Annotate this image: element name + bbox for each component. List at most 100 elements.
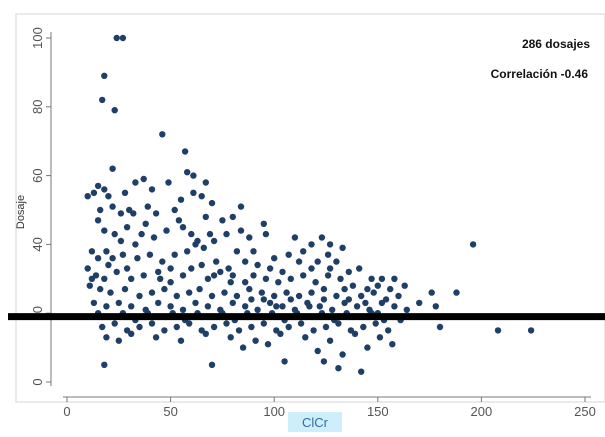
data-point — [94, 217, 102, 224]
data-point — [382, 296, 390, 303]
data-point — [167, 265, 174, 272]
data-point — [335, 365, 342, 372]
data-point — [335, 320, 342, 327]
data-point — [103, 334, 110, 341]
data-point — [107, 289, 114, 296]
data-point — [229, 272, 236, 279]
data-point — [320, 296, 328, 303]
data-point — [101, 361, 108, 368]
data-point — [175, 217, 183, 224]
x-tick-label: 250 — [574, 404, 596, 419]
data-point — [428, 289, 435, 296]
data-point — [227, 334, 234, 341]
data-point — [128, 330, 135, 337]
data-point — [136, 292, 143, 300]
data-point — [200, 244, 207, 251]
data-point — [202, 179, 209, 186]
data-point — [109, 165, 116, 172]
data-point — [254, 261, 261, 269]
data-point — [339, 244, 346, 251]
data-point — [260, 296, 267, 303]
data-point — [90, 189, 98, 196]
data-point — [163, 227, 170, 234]
data-point — [326, 265, 334, 272]
data-point — [181, 148, 189, 155]
data-point — [159, 131, 166, 138]
data-point — [387, 285, 394, 293]
data-point — [378, 275, 386, 282]
data-point — [277, 330, 284, 337]
data-point — [111, 107, 118, 114]
data-point — [225, 265, 232, 272]
data-point — [140, 272, 147, 279]
data-point — [101, 227, 108, 234]
data-point — [142, 220, 149, 227]
data-point — [202, 213, 209, 221]
data-point — [177, 337, 185, 344]
data-point — [88, 275, 96, 282]
data-point — [90, 299, 98, 307]
data-point — [403, 306, 410, 313]
data-point — [527, 327, 535, 334]
data-point — [115, 337, 123, 344]
data-point — [105, 193, 112, 200]
data-point — [159, 258, 166, 265]
data-point — [368, 275, 375, 282]
data-point — [179, 224, 187, 231]
data-point — [320, 358, 328, 365]
data-point — [308, 289, 315, 296]
data-point — [126, 206, 133, 214]
data-point — [173, 323, 180, 331]
axes-group — [46, 32, 591, 402]
data-point — [173, 292, 180, 300]
y-tick-label: 60 — [30, 168, 45, 182]
data-point — [250, 272, 257, 279]
data-point — [113, 268, 120, 276]
data-point — [364, 344, 371, 351]
data-point — [128, 275, 135, 282]
data-point — [401, 282, 408, 289]
data-point — [171, 251, 178, 258]
data-point — [157, 275, 164, 282]
data-point — [358, 292, 365, 300]
data-point — [302, 334, 309, 341]
data-point — [391, 275, 398, 282]
data-point — [206, 230, 214, 238]
data-point — [266, 299, 274, 307]
data-point — [227, 279, 234, 286]
data-point — [101, 275, 108, 282]
data-point — [308, 241, 315, 248]
data-point — [242, 258, 249, 265]
data-point — [202, 330, 209, 337]
data-point — [94, 255, 102, 262]
data-point — [155, 268, 162, 276]
data-point — [152, 210, 160, 217]
data-point — [134, 255, 141, 262]
data-point — [210, 237, 218, 245]
data-point — [111, 230, 118, 238]
data-point — [229, 213, 236, 221]
data-point — [103, 303, 110, 310]
data-point — [300, 248, 307, 255]
data-point — [190, 189, 197, 196]
data-point — [235, 327, 243, 334]
data-point — [345, 296, 352, 303]
data-point — [233, 248, 241, 255]
data-point — [132, 179, 139, 186]
data-point — [121, 285, 129, 293]
data-point — [275, 279, 282, 286]
data-point — [250, 248, 257, 255]
data-point — [316, 303, 323, 310]
data-point — [115, 299, 123, 307]
data-point — [184, 248, 191, 255]
data-point — [123, 265, 131, 272]
data-point — [152, 334, 160, 341]
data-point — [341, 299, 348, 307]
data-point — [237, 203, 245, 210]
data-point — [113, 34, 120, 42]
data-point — [260, 220, 267, 227]
data-point — [262, 275, 270, 282]
data-point — [188, 230, 195, 238]
y-tick-label: 0 — [30, 378, 45, 385]
data-point — [322, 323, 330, 331]
